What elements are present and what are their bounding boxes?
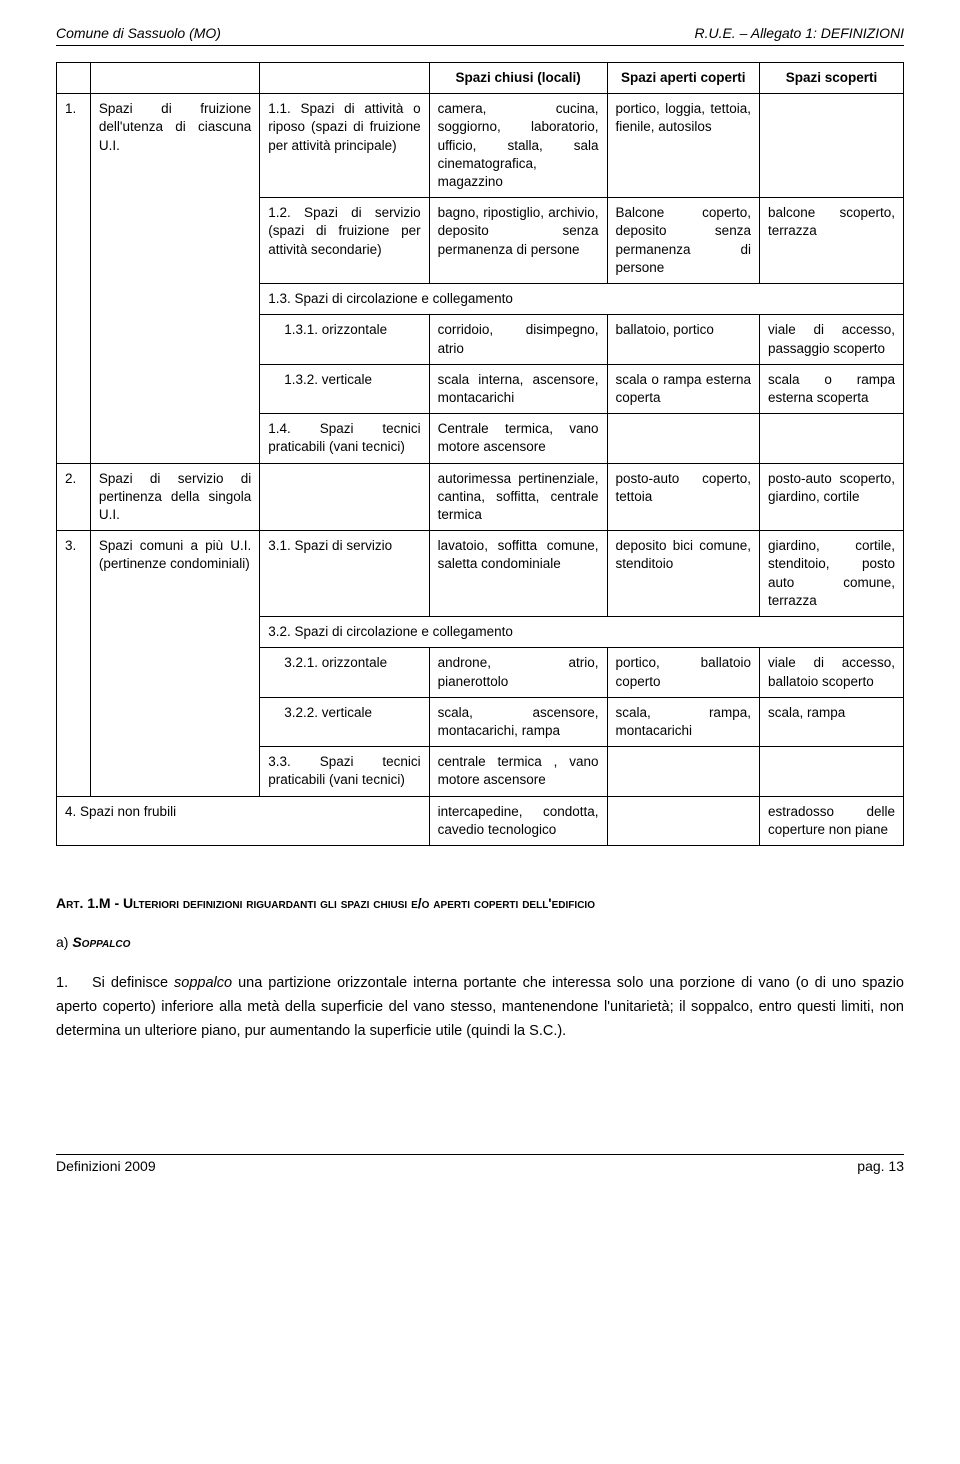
table-row: 3. Spazi comuni a più U.I. (pertinenze c…: [57, 531, 904, 617]
row1-c5: portico, loggia, tettoia, fienile, autos…: [607, 94, 759, 198]
footer-right: pag. 13: [857, 1157, 904, 1176]
subsection-a: a) Soppalco: [56, 933, 904, 952]
row8-c5: deposito bici comune, stenditoio: [607, 531, 759, 617]
row6-sub: 1.4. Spazi tecnici praticabili (vani tec…: [260, 414, 429, 463]
row1-c4: camera, cucina, soggiorno, laboratorio, …: [429, 94, 607, 198]
article-title: Ulteriori definizioni riguardanti gli sp…: [123, 895, 595, 911]
row2-sub: 1.2. Spazi di servizio (spazi di fruizio…: [260, 198, 429, 284]
row2-c6: balcone scoperto, terrazza: [759, 198, 903, 284]
row13-c4: intercapedine, condotta, cavedio tecnolo…: [429, 796, 607, 845]
row4-sub: 1.3.1. orizzontale: [260, 315, 429, 364]
sub-a-bold: Soppalco: [72, 934, 130, 950]
table-row: 1. Spazi di fruizione dell'utenza di cia…: [57, 94, 904, 198]
definitions-table: Spazi chiusi (locali) Spazi aperti coper…: [56, 62, 904, 846]
hdr-blank3: [260, 62, 429, 93]
article-number: Art. 1.M -: [56, 895, 123, 911]
row6-c6: [759, 414, 903, 463]
row10-c6: viale di accesso, ballatoio scoperto: [759, 648, 903, 697]
hdr-c4: Spazi chiusi (locali): [429, 62, 607, 93]
row9-sub: 3.2. Spazi di circolazione e collegament…: [260, 617, 904, 648]
paragraph-1: 1. Si definisce soppalco una partizione …: [56, 972, 904, 1044]
row8-desc: Spazi comuni a più U.I. (pertinenze cond…: [90, 531, 259, 796]
table-header-row: Spazi chiusi (locali) Spazi aperti coper…: [57, 62, 904, 93]
page-header: Comune di Sassuolo (MO) R.U.E. – Allegat…: [56, 24, 904, 46]
row7-desc: Spazi di servizio di pertinenza della si…: [90, 463, 259, 531]
row8-c4: lavatoio, soffitta comune, saletta condo…: [429, 531, 607, 617]
row5-c4: scala interna, ascensore, montacarichi: [429, 364, 607, 413]
row6-c4: Centrale termica, vano motore ascensore: [429, 414, 607, 463]
row1-sub: 1.1. Spazi di attività o riposo (spazi d…: [260, 94, 429, 198]
row12-c4: centrale termica , vano motore ascensore: [429, 747, 607, 796]
row13-c6: estradosso delle coperture non piane: [759, 796, 903, 845]
header-right: R.U.E. – Allegato 1: DEFINIZIONI: [694, 24, 904, 43]
row4-c5: ballatoio, portico: [607, 315, 759, 364]
row1-desc: Spazi di fruizione dell'utenza di ciascu…: [90, 94, 259, 464]
row8-sub: 3.1. Spazi di servizio: [260, 531, 429, 617]
row10-c4: androne, atrio, pianerottolo: [429, 648, 607, 697]
para-num: 1.: [56, 975, 68, 991]
hdr-blank2: [90, 62, 259, 93]
row13-c5: [607, 796, 759, 845]
row10-sub: 3.2.1. orizzontale: [260, 648, 429, 697]
row2-c5: Balcone coperto, deposito senza permanen…: [607, 198, 759, 284]
row7-c4: autorimessa pertinenziale, cantina, soff…: [429, 463, 607, 531]
row6-c5: [607, 414, 759, 463]
page-footer: Definizioni 2009 pag. 13: [56, 1154, 904, 1176]
row11-c6: scala, rampa: [759, 697, 903, 746]
row5-c5: scala o rampa esterna coperta: [607, 364, 759, 413]
row1-c6: [759, 94, 903, 198]
hdr-c5: Spazi aperti coperti: [607, 62, 759, 93]
row7-num: 2.: [57, 463, 91, 531]
row8-c6: giardino, cortile, stenditoio, posto aut…: [759, 531, 903, 617]
para-italic: soppalco: [174, 975, 232, 991]
row3-sub: 1.3. Spazi di circolazione e collegament…: [260, 284, 904, 315]
row12-c6: [759, 747, 903, 796]
hdr-c6: Spazi scoperti: [759, 62, 903, 93]
para-before: Si definisce: [92, 975, 174, 991]
row11-c5: scala, rampa, montacarichi: [607, 697, 759, 746]
row13-num: 4. Spazi non frubili: [57, 796, 430, 845]
header-left: Comune di Sassuolo (MO): [56, 24, 221, 43]
article-heading: Art. 1.M - Ulteriori definizioni riguard…: [56, 894, 904, 913]
footer-left: Definizioni 2009: [56, 1157, 156, 1176]
row11-c4: scala, ascensore, montacarichi, rampa: [429, 697, 607, 746]
hdr-blank1: [57, 62, 91, 93]
table-row: 4. Spazi non frubili intercapedine, cond…: [57, 796, 904, 845]
row5-sub: 1.3.2. verticale: [260, 364, 429, 413]
row2-c4: bagno, ripostiglio, archivio, deposito s…: [429, 198, 607, 284]
row4-c6: viale di accesso, passaggio scoperto: [759, 315, 903, 364]
row8-num: 3.: [57, 531, 91, 796]
row10-c5: portico, ballatoio coperto: [607, 648, 759, 697]
row12-c5: [607, 747, 759, 796]
row7-c6: posto-auto scoperto, giardino, cortile: [759, 463, 903, 531]
row7-c5: posto-auto coperto, tettoia: [607, 463, 759, 531]
row1-num: 1.: [57, 94, 91, 464]
row4-c4: corridoio, disimpegno, atrio: [429, 315, 607, 364]
row5-c6: scala o rampa esterna scoperta: [759, 364, 903, 413]
row12-sub: 3.3. Spazi tecnici praticabili (vani tec…: [260, 747, 429, 796]
row11-sub: 3.2.2. verticale: [260, 697, 429, 746]
row7-sub: [260, 463, 429, 531]
table-row: 2. Spazi di servizio di pertinenza della…: [57, 463, 904, 531]
sub-a-prefix: a): [56, 934, 72, 950]
